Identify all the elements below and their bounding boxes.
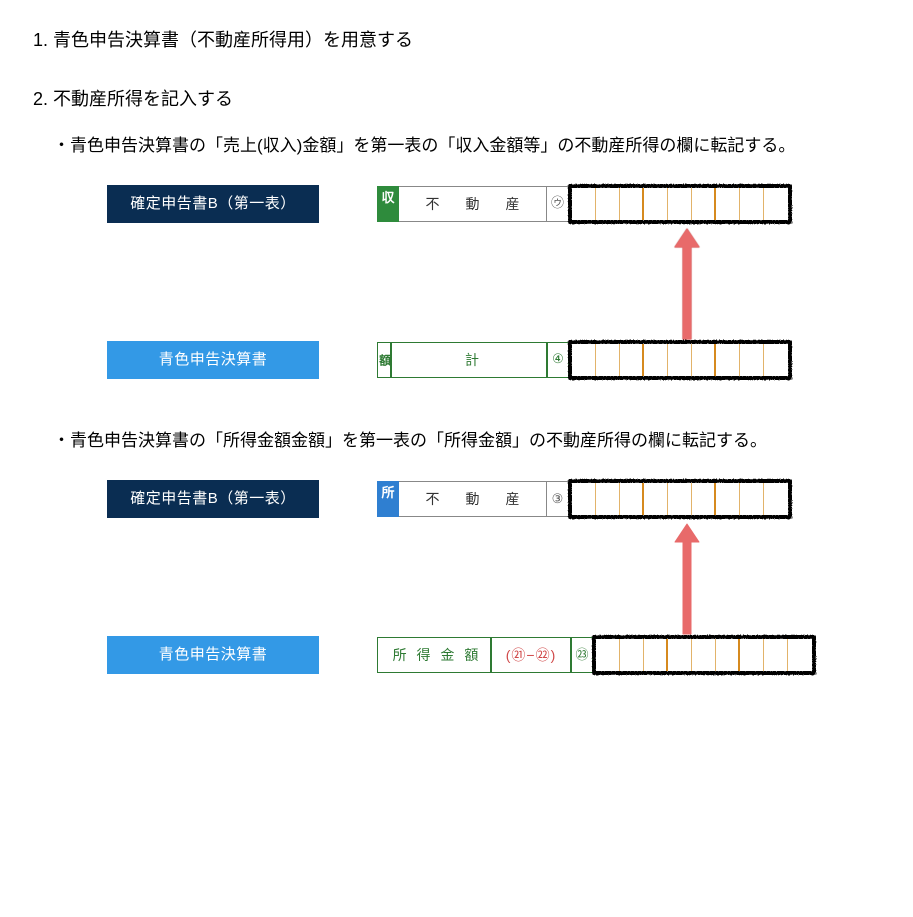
step2-title: 2. 不動産所得を記入する (33, 85, 888, 114)
label-fudousan-2: 不 動 産 (399, 481, 547, 517)
amount-bottom-2 (592, 635, 816, 675)
block1-top-row: 確定申告書B（第一表） 収 不 動 産 ㋒ (107, 185, 887, 223)
step1-title: 1. 青色申告決算書（不動産所得用）を用意する (33, 26, 888, 55)
mark-3: ③ (547, 481, 569, 517)
block1-bottom-row: 青色申告決算書 額 計 ④ (107, 341, 887, 379)
label-kei: 計 (391, 342, 547, 378)
label-shotoku: 所 得 金 額 (377, 637, 491, 673)
amount-bottom-1 (568, 340, 792, 380)
cap-sho: 所 (377, 481, 399, 517)
diagram-block1: 確定申告書B（第一表） 収 不 動 産 ㋒ (107, 185, 887, 379)
strip-bottom-2: 所 得 金 額 (㉑−㉒) ㉓ (377, 637, 816, 673)
cap-gaku: 額 (377, 342, 391, 378)
strip-top-1: 収 不 動 産 ㋒ (377, 186, 792, 222)
tag-kakutei-2: 確定申告書B（第一表） (107, 480, 319, 518)
step2-block2-bullet: ・青色申告決算書の「所得金額金額」を第一表の「所得金額」の不動産所得の欄に転記す… (53, 427, 888, 454)
arrow-1 (667, 221, 707, 343)
amount-top-2 (568, 479, 792, 519)
tag-kakutei-1: 確定申告書B（第一表） (107, 185, 319, 223)
mark-4: ④ (547, 342, 569, 378)
step2-block1-bullet: ・青色申告決算書の「売上(収入)金額」を第一表の「収入金額等」の不動産所得の欄に… (53, 132, 888, 159)
mark-u: ㋒ (547, 186, 569, 222)
cap-shuu: 収 (377, 186, 399, 222)
strip-bottom-1: 額 計 ④ (377, 342, 792, 378)
diagram-block2: 確定申告書B（第一表） 所 不 動 産 ③ 青色申告決算書 所 得 金 額 (㉑… (107, 480, 887, 674)
block2-top-row: 確定申告書B（第一表） 所 不 動 産 ③ (107, 480, 887, 518)
mark-23: ㉓ (571, 637, 593, 673)
tag-aoiro-2: 青色申告決算書 (107, 636, 319, 674)
label-fudousan-1: 不 動 産 (399, 186, 547, 222)
tag-aoiro-1: 青色申告決算書 (107, 341, 319, 379)
amount-top-1 (568, 184, 792, 224)
arrow-2 (667, 516, 707, 638)
range-21-22: (㉑−㉒) (491, 637, 571, 673)
block2-bottom-row: 青色申告決算書 所 得 金 額 (㉑−㉒) ㉓ (107, 636, 887, 674)
strip-top-2: 所 不 動 産 ③ (377, 481, 792, 517)
